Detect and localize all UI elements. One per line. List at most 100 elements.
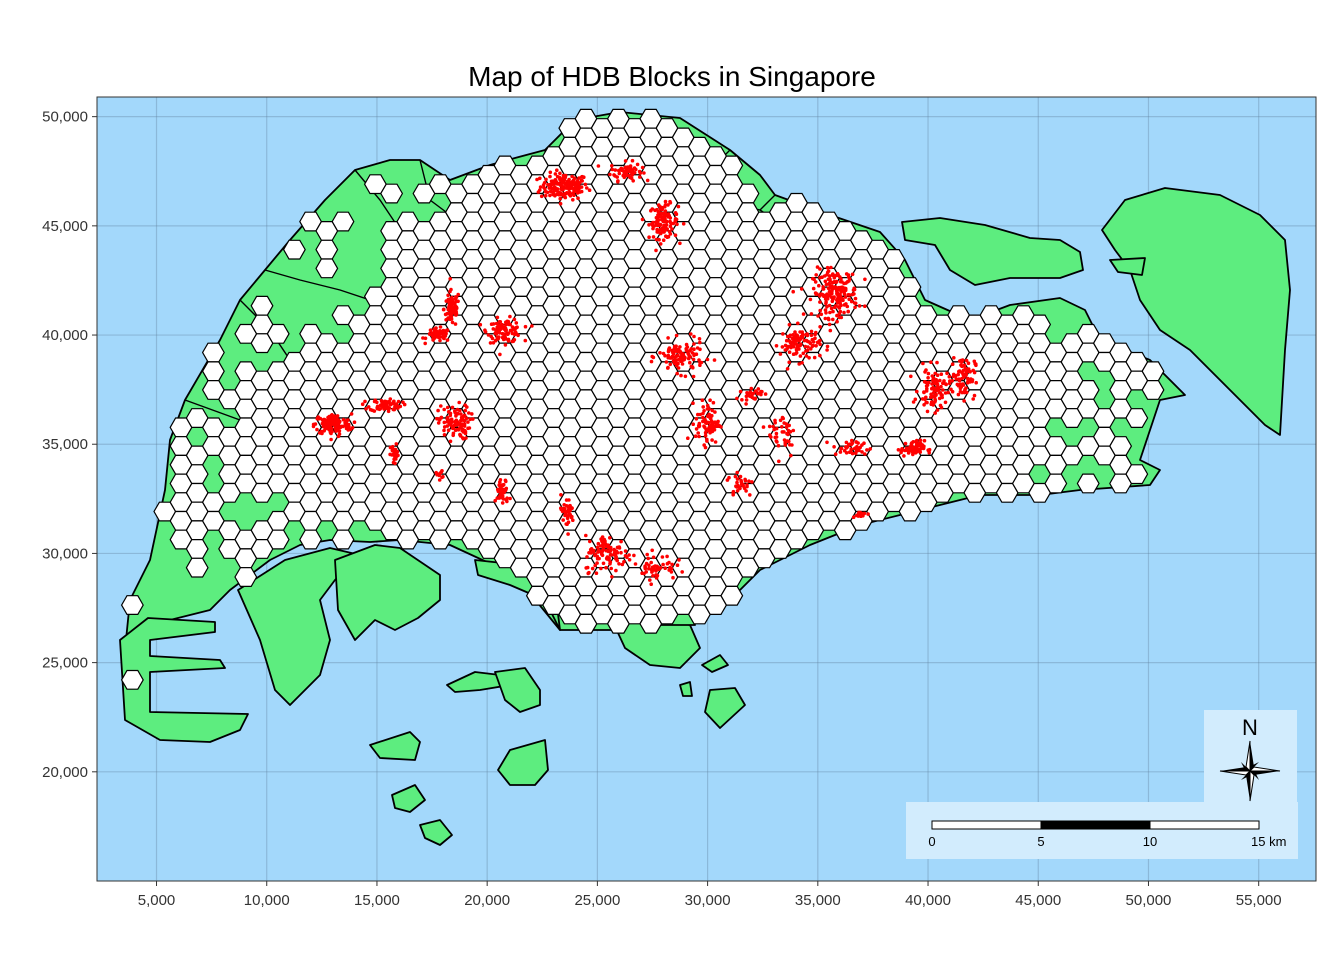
y-tick-label: 25,000 <box>42 655 88 672</box>
hdb-block-point <box>688 360 692 365</box>
hdb-block-point <box>448 422 453 427</box>
hdb-block-point <box>393 461 397 466</box>
hdb-block-point <box>786 428 791 433</box>
hdb-block-point <box>558 201 563 206</box>
hdb-block-point <box>743 477 747 482</box>
hdb-block-point <box>562 180 566 185</box>
hdb-block-point <box>632 166 637 170</box>
north-label: N <box>1242 715 1258 740</box>
hdb-block-point <box>494 321 499 326</box>
hex-cell <box>185 557 209 578</box>
hdb-block-point <box>615 558 619 563</box>
hdb-block-point <box>674 333 679 338</box>
hdb-block-point <box>396 453 400 458</box>
hdb-block-point <box>956 392 961 397</box>
hdb-block-point <box>701 405 705 409</box>
hdb-block-point <box>615 545 620 550</box>
hdb-block-point <box>530 324 534 328</box>
hdb-block-point <box>825 344 830 349</box>
hdb-block-point <box>661 238 666 242</box>
hdb-block-point <box>548 193 552 198</box>
hdb-block-point <box>964 370 969 374</box>
hdb-block-point <box>666 365 670 370</box>
hex-cell <box>1141 361 1165 382</box>
hdb-block-point <box>368 407 373 412</box>
hdb-block-point <box>427 332 432 336</box>
hdb-block-point <box>962 399 966 403</box>
hdb-block-point <box>791 340 796 344</box>
hdb-block-point <box>386 409 391 414</box>
hdb-block-point <box>813 280 818 284</box>
hdb-block-point <box>503 343 508 347</box>
hdb-block-point <box>922 438 927 443</box>
hdb-block-point <box>648 578 652 582</box>
hdb-block-point <box>814 344 818 348</box>
hdb-block-point <box>657 211 662 215</box>
hdb-block-point <box>925 383 930 387</box>
hdb-block-point <box>446 316 450 320</box>
hdb-block-point <box>853 305 857 310</box>
hdb-block-point <box>807 356 811 360</box>
hex-cell <box>1076 473 1100 494</box>
hdb-block-point <box>842 303 847 307</box>
hdb-block-point <box>570 514 574 519</box>
hdb-block-point <box>672 360 677 365</box>
hdb-block-point <box>503 488 508 493</box>
hdb-block-point <box>446 307 451 311</box>
hdb-block-point <box>401 400 405 405</box>
hdb-block-point <box>564 522 568 526</box>
hdb-block-point <box>712 358 717 362</box>
hdb-block-point <box>866 512 870 516</box>
hdb-block-point <box>594 571 599 575</box>
hdb-block-point <box>450 425 455 430</box>
hdb-block-point <box>713 410 717 414</box>
hdb-block-point <box>441 328 446 333</box>
hdb-block-point <box>914 439 918 444</box>
hdb-block-point <box>834 285 838 290</box>
hdb-block-point <box>642 171 646 175</box>
hex-cell <box>720 585 744 606</box>
hdb-block-point <box>803 344 808 349</box>
hdb-block-point <box>632 553 636 558</box>
hdb-block-point <box>565 183 569 187</box>
hdb-block-point <box>508 496 512 501</box>
hdb-block-point <box>423 336 428 341</box>
hdb-block-point <box>514 321 519 325</box>
hdb-block-point <box>739 482 744 487</box>
hdb-block-point <box>388 445 393 450</box>
hdb-block-point <box>655 230 659 234</box>
hdb-block-point <box>564 510 568 515</box>
hdb-block-point <box>800 335 805 340</box>
hdb-block-point <box>931 403 935 407</box>
hex-cell <box>315 258 339 279</box>
hdb-block-point <box>546 183 550 187</box>
hdb-block-point <box>567 185 572 190</box>
hdb-block-point <box>621 173 625 178</box>
hdb-block-point <box>673 233 678 237</box>
hdb-block-point <box>693 434 698 439</box>
hdb-block-point <box>702 409 706 413</box>
hdb-block-point <box>563 507 567 511</box>
hdb-block-point <box>852 286 856 291</box>
hdb-block-point <box>830 273 835 278</box>
hdb-block-point <box>763 392 768 396</box>
hdb-block-point <box>818 300 822 304</box>
hdb-block-point <box>463 403 468 408</box>
hdb-block-point <box>553 178 558 182</box>
hdb-block-point <box>552 187 557 191</box>
hdb-block-point <box>617 171 622 176</box>
hex-cell <box>250 295 274 316</box>
hdb-block-point <box>645 552 649 557</box>
hdb-block-point <box>955 382 960 387</box>
hdb-block-point <box>566 180 570 184</box>
hdb-block-point <box>696 423 701 428</box>
hdb-block-point <box>846 293 851 297</box>
y-tick-label: 50,000 <box>42 109 88 126</box>
hdb-block-point <box>735 489 740 493</box>
hdb-block-point <box>678 241 682 246</box>
hdb-block-point <box>512 317 517 322</box>
hdb-block-point <box>638 171 643 175</box>
hdb-block-point <box>320 421 325 426</box>
hdb-block-point <box>617 562 621 566</box>
hdb-block-point <box>329 429 334 434</box>
